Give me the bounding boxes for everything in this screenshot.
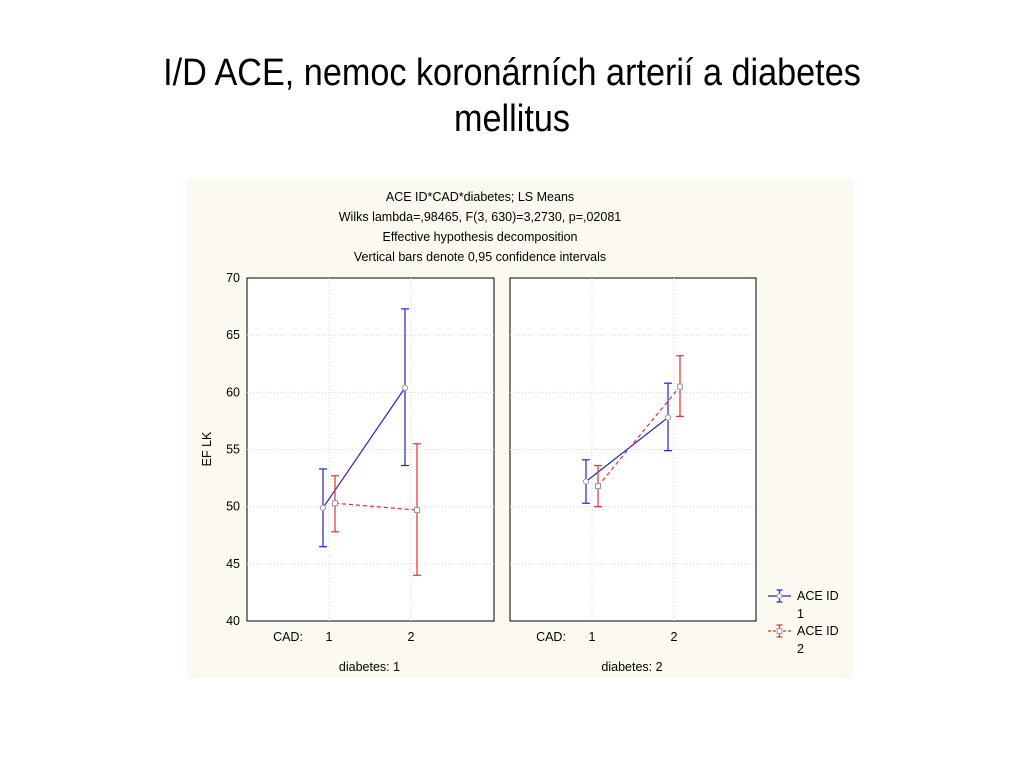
legend-item-ace-2: ACE ID 2 (768, 624, 839, 656)
y-tick-label: 50 (226, 500, 240, 514)
data-point (595, 483, 601, 490)
y-tick-label: 65 (226, 328, 240, 342)
data-point (677, 383, 683, 390)
header-line-1: ACE ID*CAD*diabetes; LS Means (386, 190, 574, 204)
y-tick-label: 70 (226, 271, 240, 285)
y-axis-ticks: 40 45 50 55 60 65 70 (226, 271, 240, 628)
x-tick-label: 1 (326, 630, 333, 644)
header-line-3: Effective hypothesis decomposition (382, 230, 577, 244)
y-axis-label: EF LK (200, 431, 214, 466)
y-tick-label: 60 (226, 385, 240, 399)
series-ace-1 (582, 382, 672, 504)
data-point (582, 478, 590, 485)
header-line-4: Vertical bars denote 0,95 confidence int… (354, 250, 606, 264)
cad-axis-label: CAD: (536, 630, 566, 644)
legend-marker (776, 628, 783, 634)
data-point (414, 507, 420, 514)
legend-value: 2 (797, 642, 804, 656)
x-tick-label: 1 (589, 630, 596, 644)
y-tick-label: 45 (226, 557, 240, 571)
series-ace-1 (319, 308, 409, 548)
legend: ACE ID 1 ACE ID 2 (768, 589, 839, 656)
x-tick-label: 2 (671, 630, 678, 644)
chart-panels: CAD: 1 2 diabetes: 1 CAD: 1 2 diabetes: 2 (246, 277, 757, 674)
series-line (597, 386, 681, 487)
data-point (319, 504, 327, 511)
header-line-2: Wilks lambda=,98465, F(3, 630)=3,2730, p… (339, 210, 622, 224)
panel-label: diabetes: 2 (601, 660, 662, 674)
slide-title: I/D ACE, nemoc koronárních arterií a dia… (51, 50, 973, 142)
x-tick-label: 2 (408, 630, 415, 644)
y-tick-label: 40 (226, 614, 240, 628)
series-line (322, 387, 406, 509)
panel-1: CAD: 1 2 diabetes: 1 (246, 277, 495, 674)
slide-title-line-1: I/D ACE, nemoc koronárních arterií a dia… (163, 52, 861, 94)
series-line (585, 417, 669, 482)
legend-value: 1 (797, 607, 804, 621)
legend-title: ACE ID (797, 624, 839, 638)
slide-title-line-2: mellitus (454, 98, 570, 140)
panel-label: diabetes: 1 (339, 660, 400, 674)
data-point (332, 500, 338, 507)
data-point (401, 384, 409, 391)
series-ace-2 (331, 443, 421, 576)
legend-marker (776, 593, 783, 599)
series-ace-2 (594, 355, 684, 508)
data-point (664, 414, 672, 421)
chart-header: ACE ID*CAD*diabetes; LS Means Wilks lambd… (339, 190, 622, 264)
legend-title: ACE ID (797, 589, 839, 603)
panel-2: CAD: 1 2 diabetes: 2 (509, 277, 757, 674)
legend-item-ace-1: ACE ID 1 (768, 589, 839, 621)
y-tick-label: 55 (226, 443, 240, 457)
cad-axis-label: CAD: (273, 630, 303, 644)
